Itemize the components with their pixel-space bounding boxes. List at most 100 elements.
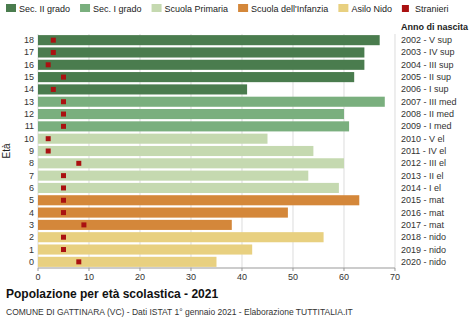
y-tick-label: 17 (24, 47, 34, 57)
plot-marks (38, 35, 385, 267)
legend: Sec. II grado Sec. I grado Scuola Primaria… (6, 4, 448, 14)
y-tick-label: 15 (24, 72, 34, 82)
bar (38, 47, 364, 57)
marker (61, 112, 66, 117)
x-tick (88, 268, 89, 271)
legend-item: Sec. II grado (6, 4, 70, 14)
marker (61, 247, 66, 252)
y-tick-label: 16 (24, 60, 34, 70)
bar (38, 146, 313, 156)
marker (61, 198, 66, 203)
marker (61, 173, 66, 178)
legend-label: Sec. I grado (93, 4, 142, 14)
legend-label: Stranieri (415, 4, 449, 14)
legend-label: Asilo Nido (351, 4, 392, 14)
legend-item: Scuola Primaria (152, 4, 229, 14)
bar (38, 109, 344, 119)
x-tick (343, 268, 344, 271)
bar (38, 134, 267, 144)
marker (46, 62, 51, 67)
x-tick-label: 70 (390, 272, 400, 282)
x-tick (241, 268, 242, 271)
y2-tick-label: 2008 - II med (401, 109, 454, 119)
y-tick-label: 7 (29, 171, 34, 181)
bar (38, 171, 308, 181)
bar (38, 195, 359, 205)
marker (61, 235, 66, 240)
y-tick-label: 1 (29, 245, 34, 255)
y-tick-label: 8 (29, 158, 34, 168)
y2-tick-label: 2015 - mat (401, 195, 445, 205)
marker (46, 149, 51, 154)
legend-item: Stranieri (402, 4, 449, 14)
marker (76, 259, 81, 264)
x-tick (190, 268, 191, 271)
marker (61, 124, 66, 129)
y2-tick-label: 2002 - V sup (401, 35, 452, 45)
y-axis-label: Età (1, 143, 12, 158)
bar (38, 220, 232, 230)
grid-line (394, 34, 395, 268)
x-tick-label: 20 (135, 272, 145, 282)
y2-tick-label: 2016 - mat (401, 208, 445, 218)
y2-tick-label: 2013 - II el (401, 171, 444, 181)
x-tick-label: 10 (84, 272, 94, 282)
y-tick-label: 9 (29, 146, 34, 156)
grid (38, 34, 395, 268)
y-tick-label: 0 (29, 257, 34, 267)
bar (38, 208, 288, 218)
marker (51, 50, 56, 55)
bar (38, 35, 380, 45)
bar (38, 60, 364, 70)
bar (38, 183, 339, 193)
bar (38, 232, 324, 242)
y2-tick-label: 2009 - I med (401, 121, 452, 131)
x-tick (38, 268, 39, 271)
legend-swatch (80, 4, 90, 12)
y-tick-label: 2 (29, 232, 34, 242)
x-tick-label: 30 (186, 272, 196, 282)
y2-tick-label: 2003 - IV sup (401, 47, 455, 57)
title: Popolazione per età scolastica - 2021 (6, 287, 218, 301)
y2-tick-label: 2004 - III sup (401, 60, 454, 70)
x-axis-line (38, 268, 395, 269)
marker (76, 161, 81, 166)
y2-tick-label: 2014 - I el (401, 183, 441, 193)
legend-marker (402, 5, 409, 12)
legend-label: Scuola Primaria (165, 4, 229, 14)
legend-item: Asilo Nido (338, 4, 392, 14)
y2-tick-labels: 2002 - V sup 2003 - IV sup 2004 - III sup 2… (401, 35, 457, 267)
legend-swatch (238, 4, 248, 12)
marker (51, 87, 56, 92)
y2-tick-label: 2012 - III el (401, 158, 446, 168)
y2-tick-label: 2006 - I sup (401, 84, 449, 94)
y-tick-label: 6 (29, 183, 34, 193)
x-tick (394, 268, 395, 271)
marker (81, 222, 86, 227)
marker (46, 136, 51, 141)
y-tick-label: 13 (24, 97, 34, 107)
y-tick-label: 5 (29, 195, 34, 205)
y2-tick-label: 2020 - nido (401, 257, 446, 267)
bar (38, 72, 354, 82)
bar (38, 84, 247, 94)
y-tick-label: 12 (24, 109, 34, 119)
y-axis: 1817161514131211109876543210 (24, 35, 34, 267)
y2-tick-label: 2007 - III med (401, 97, 457, 107)
legend-label: Scuola dell'Infanzia (251, 4, 328, 14)
y-tick-label: 11 (25, 121, 34, 131)
y2-tick-label: 2005 - II sup (401, 72, 451, 82)
x-tick-label: 50 (288, 272, 298, 282)
x-tick-label: 60 (339, 272, 349, 282)
x-tick-label: 0 (35, 272, 40, 282)
y2-tick-label: 2010 - V el (401, 134, 445, 144)
bar (38, 244, 252, 254)
x-tick-label: 40 (237, 272, 247, 282)
y-tick-label: 3 (29, 220, 34, 230)
bar (38, 158, 344, 168)
y-tick-label: 14 (24, 84, 34, 94)
marker (51, 38, 56, 43)
y-tick-label: 4 (29, 208, 34, 218)
x-tick (292, 268, 293, 271)
y2-tick-label: 2017 - mat (401, 220, 445, 230)
